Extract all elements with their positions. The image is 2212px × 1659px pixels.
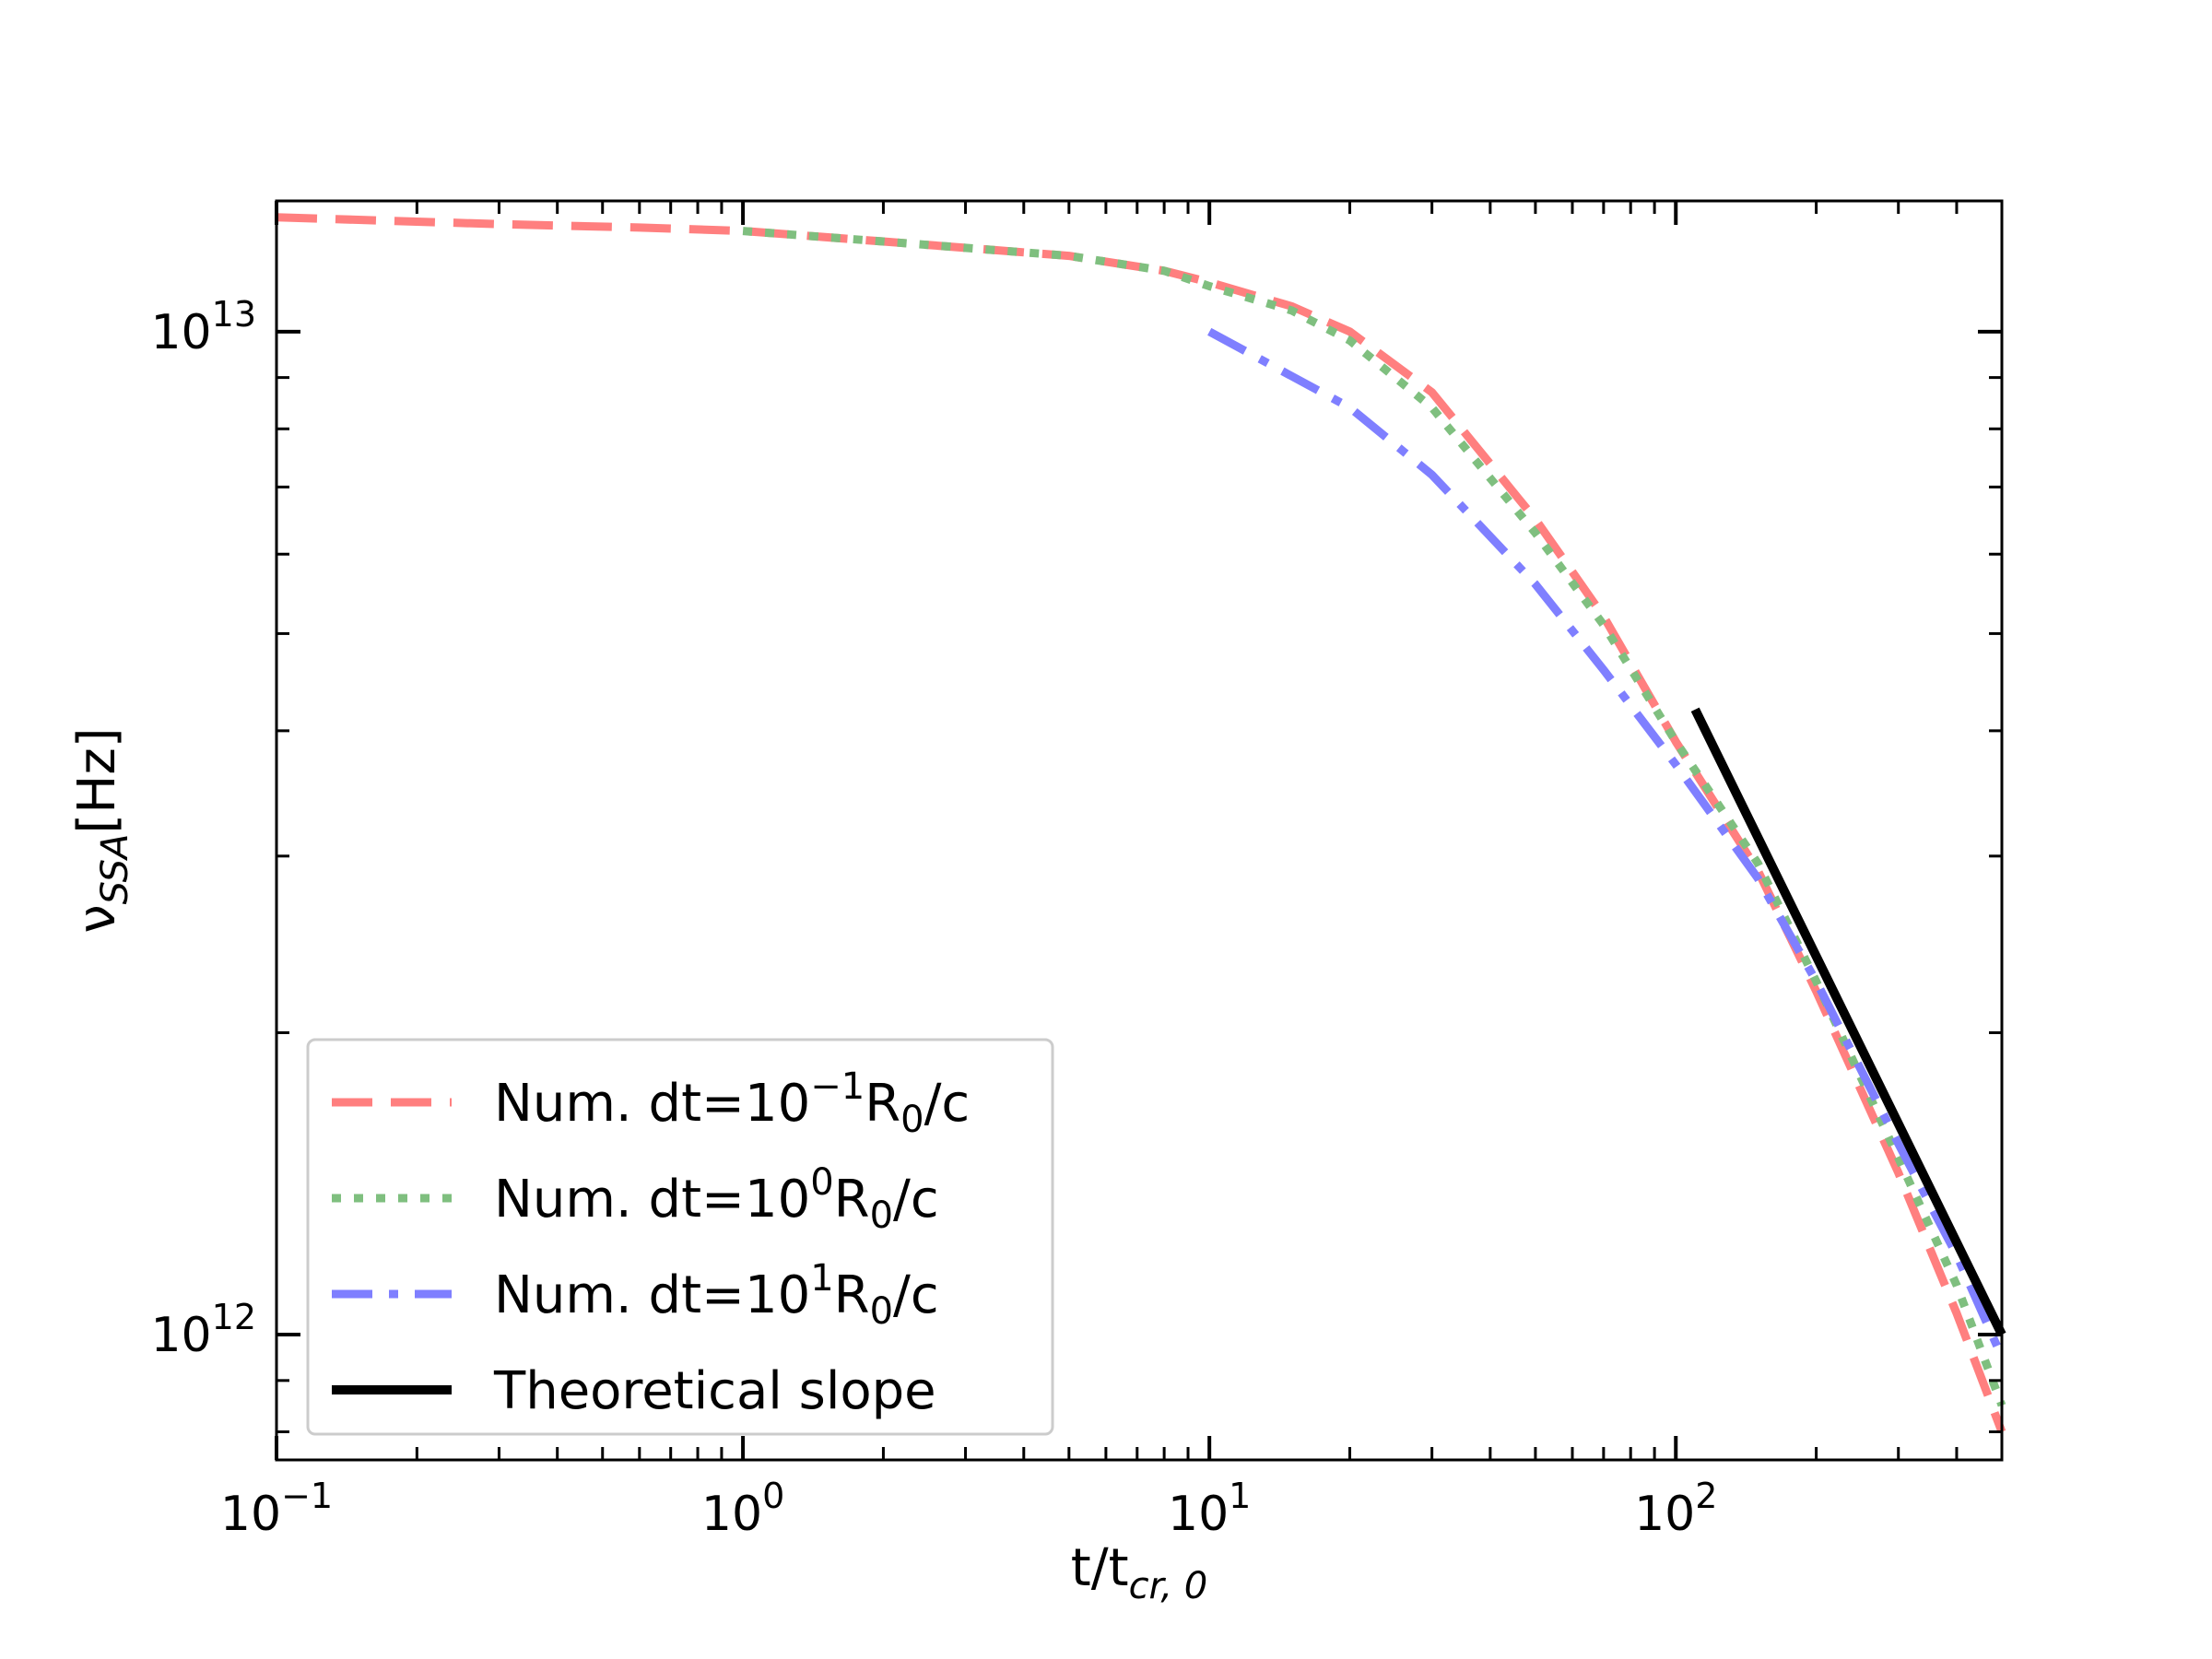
legend-box <box>306 1038 1054 1436</box>
y-tick-label: 1013 <box>150 294 256 360</box>
x-axis-label: t/tcr, 0 <box>1071 1538 1207 1607</box>
x-tick-label: 100 <box>701 1476 784 1542</box>
x-tick-label: 101 <box>1168 1476 1251 1542</box>
ticks-layer: 10−1 100 101 102 1012 1013 <box>150 201 2004 1542</box>
x-axis-label-main: t/t <box>1071 1538 1129 1598</box>
series-line-num-dt-10-1 <box>276 213 2006 1434</box>
y-axis-label-sub: SSA <box>94 834 136 905</box>
x-tick-label: 102 <box>1634 1476 1717 1542</box>
y-axis-label: νSSA[Hz] <box>67 727 136 933</box>
x-axis-label-sub: cr, 0 <box>1129 1565 1208 1607</box>
legend-label: Theoretical slope <box>493 1361 936 1421</box>
series-layer <box>276 213 2006 1434</box>
x-tick-label: 10−1 <box>220 1476 333 1542</box>
y-tick-label: 1012 <box>150 1297 256 1363</box>
series-line-num-dt-101 <box>1207 327 2006 1359</box>
plot-frame <box>275 199 2004 1462</box>
y-axis-label-main: ν <box>67 904 127 933</box>
legend-label: Num. dt=10−1R0/c <box>494 1065 970 1141</box>
y-axis-label-tail: [Hz] <box>67 727 127 833</box>
legend: Num. dt=10−1R0/c Num. dt=100R0/c Num. dt=1… <box>306 1038 1054 1436</box>
series-line-theoretical-slope <box>1690 707 2006 1337</box>
legend-label: Num. dt=100R0/c <box>494 1161 939 1237</box>
legend-label: Num. dt=101R0/c <box>494 1257 939 1333</box>
